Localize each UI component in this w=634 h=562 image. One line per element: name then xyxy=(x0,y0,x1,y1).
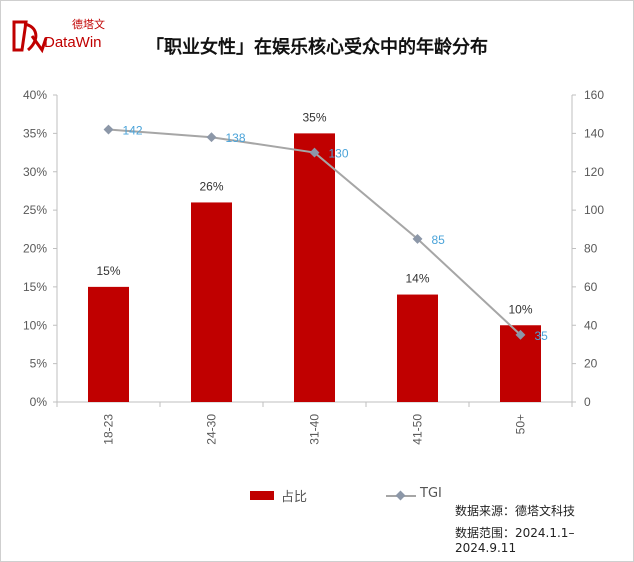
x-tick-label: 41-50 xyxy=(411,414,425,445)
left-tick-label: 20% xyxy=(23,242,47,256)
bar-value-label: 14% xyxy=(405,272,429,286)
right-tick-label: 40 xyxy=(584,318,598,332)
bar-value-label: 35% xyxy=(302,110,326,124)
source-text: 数据来源：德塔文科技 xyxy=(455,504,576,518)
bar-value-label: 15% xyxy=(96,264,120,278)
left-tick-label: 40% xyxy=(23,88,47,102)
tgi-value-label: 85 xyxy=(432,233,446,247)
right-tick-label: 120 xyxy=(584,165,604,179)
logo-english-text: DataWin xyxy=(44,34,102,51)
bar-41-50 xyxy=(397,294,438,402)
right-tick-label: 80 xyxy=(584,242,598,256)
left-tick-label: 5% xyxy=(30,357,48,371)
chart-title: 「职业女性」在娱乐核心受众中的年龄分布 xyxy=(146,37,488,58)
datawin-logo-icon xyxy=(12,20,48,54)
left-tick-label: 30% xyxy=(23,165,47,179)
legend-bar-label: 占比 xyxy=(281,490,308,505)
combo-chart: 0% 5% 10% 15% 20% 25% 30% 35% 40% 0 20 40 60 80 100 120… xyxy=(23,88,604,445)
tgi-point-31-40 xyxy=(309,147,320,158)
bar-value-label: 26% xyxy=(199,179,223,193)
left-tick-label: 0% xyxy=(30,395,48,409)
bar-24-30 xyxy=(191,202,232,402)
tgi-point-18-23 xyxy=(103,124,114,135)
left-tick-label: 25% xyxy=(23,203,47,217)
right-tick-label: 20 xyxy=(584,357,598,371)
legend-line-label: TGI xyxy=(420,486,442,501)
x-tick-label: 18-23 xyxy=(102,414,116,445)
tgi-value-label: 35 xyxy=(535,329,549,343)
right-tick-label: 140 xyxy=(584,126,604,140)
tgi-value-label: 138 xyxy=(226,131,246,145)
tgi-point-41-50 xyxy=(412,233,423,244)
date-range-text: 数据范围：2024.1.1–2024.9.11 xyxy=(455,526,575,555)
x-tick-label: 31-40 xyxy=(308,414,322,445)
bar-18-23 xyxy=(88,286,129,402)
bar-value-label: 10% xyxy=(508,302,532,316)
left-tick-label: 35% xyxy=(23,126,47,140)
left-tick-label: 10% xyxy=(23,318,47,332)
tgi-point-24-30 xyxy=(206,132,217,143)
right-tick-label: 100 xyxy=(584,203,604,217)
right-tick-label: 60 xyxy=(584,280,598,294)
right-tick-label: 0 xyxy=(584,395,591,409)
right-tick-label: 160 xyxy=(584,88,604,102)
tgi-value-label: 142 xyxy=(123,124,143,138)
logo-chinese-text: 德塔文 xyxy=(72,18,105,31)
left-tick-label: 15% xyxy=(23,280,47,294)
tgi-value-label: 130 xyxy=(329,147,349,161)
tgi-point-50+ xyxy=(515,329,526,340)
x-tick-label: 24-30 xyxy=(205,414,219,445)
bar-31-40 xyxy=(294,133,335,402)
x-tick-label: 50+ xyxy=(514,414,528,434)
legend-bar-swatch xyxy=(250,491,274,500)
